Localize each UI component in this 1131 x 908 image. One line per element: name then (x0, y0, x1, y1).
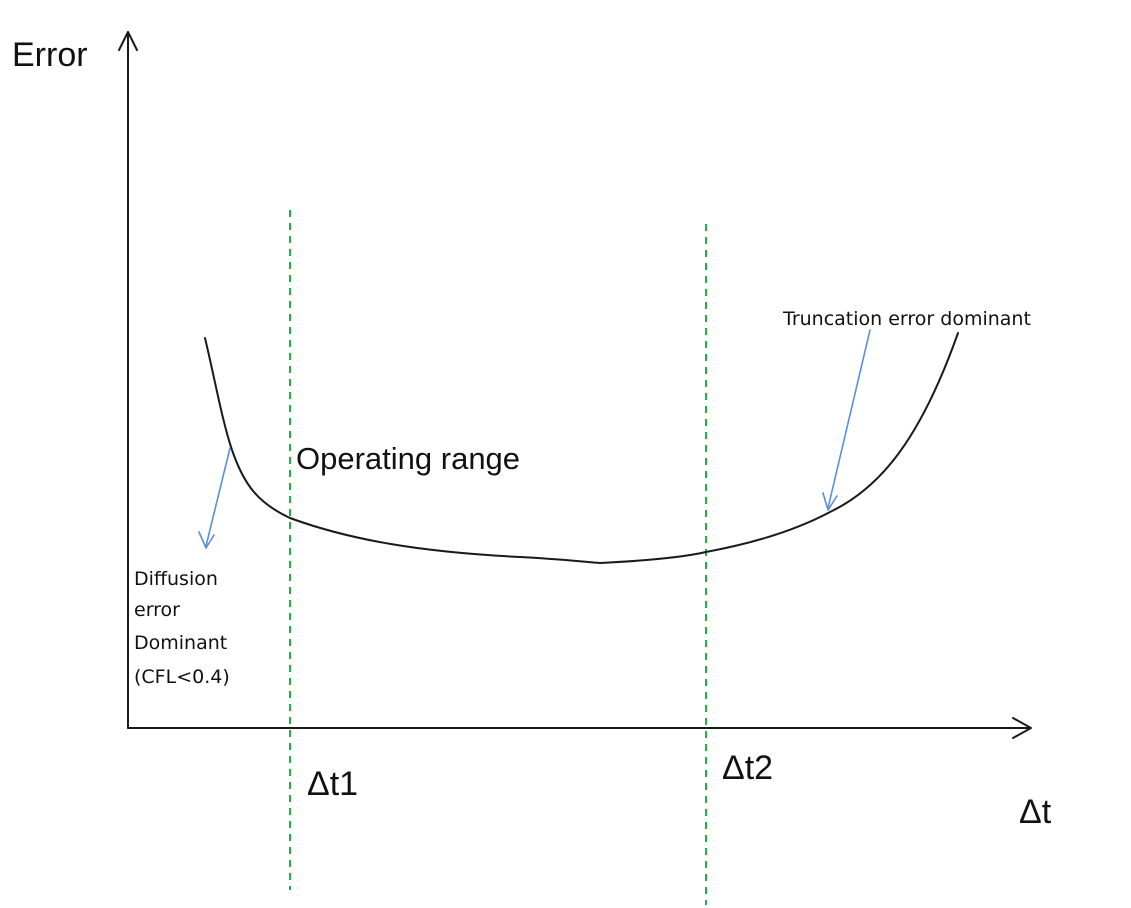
diffusion-error-label: Diffusion error Dominant (CFL<0.4) (134, 568, 233, 688)
axes (118, 31, 1032, 739)
diffusion-label-line: Diffusion (134, 568, 218, 590)
x-axis-label: Δt (1019, 793, 1052, 831)
truncation-pointer-arrow (827, 329, 871, 509)
x-axis-arrowhead (1012, 717, 1032, 739)
dt1-label: Δt1 (307, 765, 358, 803)
diffusion-pointer-arrowhead (198, 531, 215, 549)
y-axis-label: Error (12, 36, 88, 74)
operating-range-label: Operating range (296, 441, 520, 476)
dt2-label: Δt2 (722, 749, 773, 787)
diffusion-label-line: error (134, 599, 180, 621)
error-curve (204, 332, 959, 565)
diffusion-label-line: Dominant (134, 632, 227, 654)
truncation-error-label: Truncation error dominant (782, 308, 1031, 330)
y-axis-arrowhead (118, 31, 138, 51)
diffusion-label-line: (CFL<0.4) (134, 666, 230, 688)
truncation-pointer-arrowhead (822, 492, 838, 511)
pointer-arrows (198, 329, 871, 549)
diffusion-pointer-arrow (205, 447, 231, 547)
range-markers (289, 210, 707, 905)
